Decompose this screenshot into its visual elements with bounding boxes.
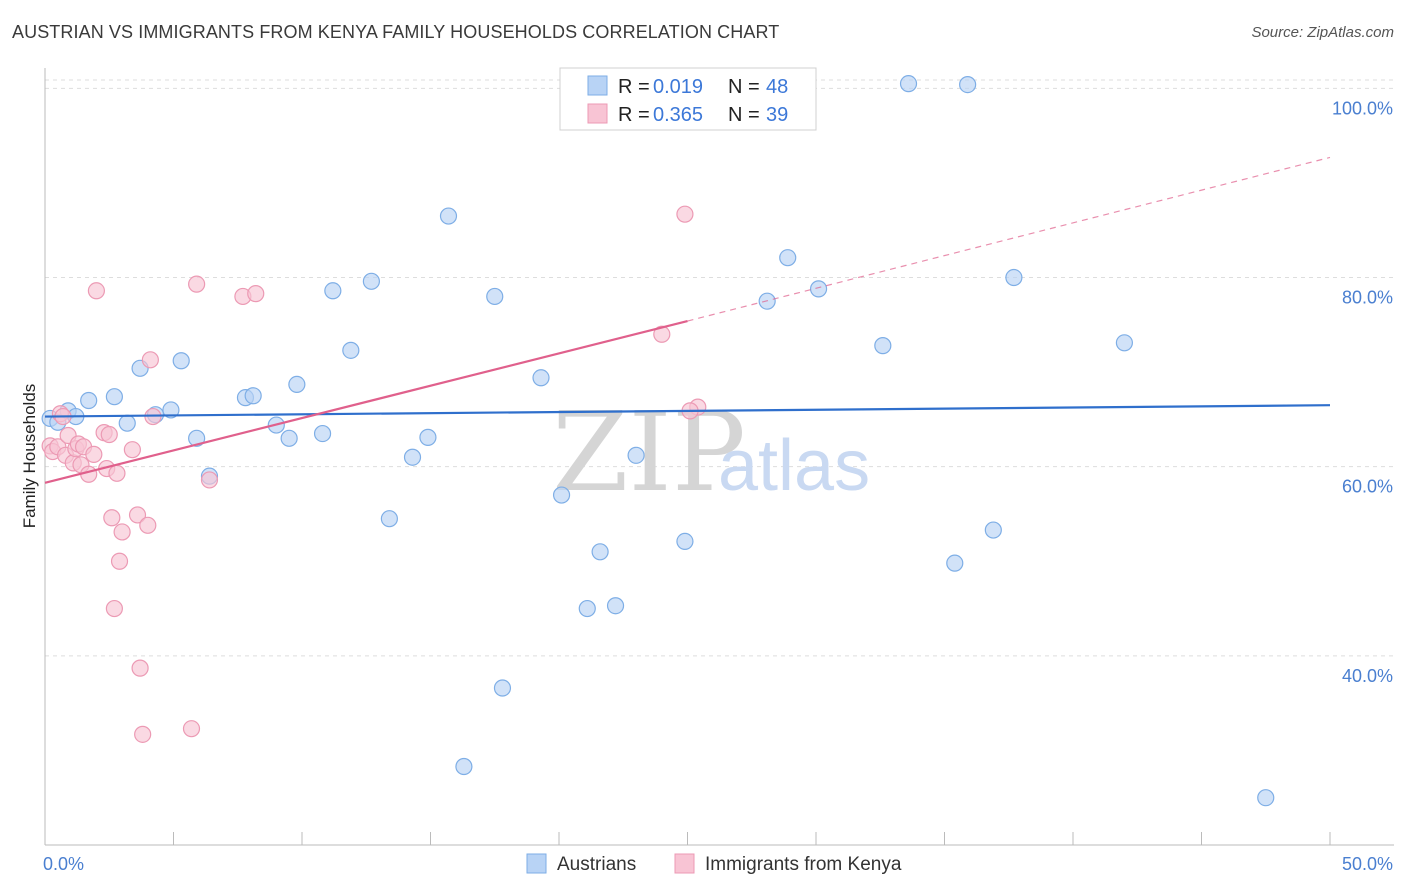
point-austrians bbox=[606, 597, 625, 615]
point-austrians bbox=[288, 375, 306, 394]
point-kenya bbox=[128, 506, 147, 524]
bottom-legend: Austrians Immigrants from Kenya bbox=[526, 853, 902, 875]
point-austrians bbox=[80, 391, 98, 410]
point-kenya bbox=[87, 282, 106, 300]
point-austrians bbox=[188, 429, 206, 447]
x-tick-label: 0.0% bbox=[43, 854, 84, 874]
point-kenya bbox=[110, 552, 129, 570]
y-tick-label: 40.0% bbox=[1342, 666, 1393, 686]
legend-r-label: R = bbox=[618, 104, 650, 126]
point-austrians bbox=[342, 341, 360, 359]
point-austrians bbox=[162, 401, 180, 419]
point-austrians bbox=[959, 75, 977, 94]
y-tick-label: 100.0% bbox=[1332, 98, 1393, 118]
bottom-legend-austrians: Austrians bbox=[557, 854, 636, 875]
point-austrians bbox=[779, 249, 797, 267]
point-kenya bbox=[182, 720, 201, 738]
point-austrians bbox=[172, 352, 190, 370]
point-austrians bbox=[362, 272, 380, 290]
watermark: ZIP atlas bbox=[552, 388, 870, 516]
point-kenya bbox=[139, 516, 157, 534]
trend-line-kenya bbox=[44, 319, 688, 484]
legend-swatch-austrians bbox=[587, 75, 608, 96]
point-austrians bbox=[676, 532, 694, 551]
point-kenya bbox=[188, 275, 206, 293]
point-kenya bbox=[676, 205, 694, 223]
legend-n-label: N = bbox=[728, 104, 760, 126]
point-austrians bbox=[244, 387, 262, 405]
point-kenya bbox=[141, 351, 159, 369]
point-austrians bbox=[493, 679, 512, 697]
point-kenya bbox=[113, 523, 131, 541]
x-tick-label: 50.0% bbox=[1342, 854, 1393, 874]
point-kenya bbox=[123, 441, 141, 459]
point-austrians bbox=[874, 337, 892, 355]
legend-n-kenya: 39 bbox=[766, 104, 788, 126]
point-austrians bbox=[591, 543, 609, 561]
point-austrians bbox=[486, 287, 504, 306]
point-austrians bbox=[105, 388, 123, 406]
grid-lines bbox=[45, 79, 1394, 657]
legend-swatch-kenya bbox=[587, 103, 608, 124]
tick-labels: 40.0% 60.0% 80.0% 100.0% 0.0% 50.0% bbox=[43, 98, 1393, 874]
legend-r-kenya: 0.365 bbox=[653, 104, 703, 126]
point-kenya bbox=[108, 464, 126, 482]
point-austrians bbox=[118, 414, 136, 432]
point-austrians bbox=[380, 510, 398, 528]
point-austrians bbox=[1257, 789, 1275, 807]
legend-n-label: N = bbox=[728, 76, 760, 98]
point-kenya bbox=[85, 445, 103, 463]
point-austrians bbox=[552, 486, 571, 504]
point-kenya bbox=[134, 725, 152, 743]
point-austrians bbox=[578, 599, 596, 618]
chart-title: AUSTRIAN VS IMMIGRANTS FROM KENYA FAMILY… bbox=[12, 22, 780, 42]
point-kenya bbox=[100, 425, 118, 444]
legend: R = 0.019 N = 48 R = 0.365 N = 39 bbox=[559, 67, 817, 131]
legend-r-label: R = bbox=[618, 76, 650, 98]
point-austrians bbox=[313, 424, 332, 443]
point-austrians bbox=[324, 282, 342, 300]
trend-line-austrians bbox=[44, 404, 1331, 418]
point-austrians bbox=[419, 428, 437, 446]
point-austrians bbox=[1115, 334, 1134, 352]
watermark-zip: ZIP bbox=[552, 388, 746, 516]
point-austrians bbox=[984, 521, 1002, 539]
axes bbox=[44, 68, 1394, 846]
point-kenya bbox=[653, 325, 671, 343]
point-austrians bbox=[946, 554, 964, 572]
point-austrians bbox=[532, 369, 550, 387]
point-kenya bbox=[105, 599, 123, 618]
point-austrians bbox=[280, 429, 298, 447]
y-tick-label: 80.0% bbox=[1342, 288, 1393, 308]
point-austrians bbox=[403, 448, 422, 466]
point-austrians bbox=[899, 75, 918, 93]
watermark-atlas: atlas bbox=[718, 426, 870, 506]
y-tick-label: 60.0% bbox=[1342, 477, 1393, 497]
source-note: Source: ZipAtlas.com bbox=[1251, 24, 1394, 41]
point-kenya bbox=[131, 659, 149, 677]
bottom-legend-swatch-austrians bbox=[526, 853, 547, 874]
bottom-legend-swatch-kenya bbox=[674, 853, 695, 874]
point-kenya bbox=[247, 285, 265, 303]
point-austrians bbox=[439, 207, 458, 225]
point-austrians bbox=[809, 280, 828, 298]
legend-r-austrians: 0.019 bbox=[653, 76, 703, 98]
bottom-legend-kenya: Immigrants from Kenya bbox=[705, 854, 902, 875]
point-kenya bbox=[200, 471, 219, 489]
point-kenya bbox=[103, 509, 121, 527]
point-austrians bbox=[627, 446, 645, 464]
trend-lines bbox=[44, 156, 1331, 484]
point-austrians bbox=[1005, 268, 1023, 287]
point-austrians bbox=[455, 757, 473, 776]
y-axis-label: Family Households bbox=[20, 384, 39, 529]
legend-n-austrians: 48 bbox=[766, 76, 788, 98]
trend-line-kenya-extension bbox=[687, 156, 1331, 322]
